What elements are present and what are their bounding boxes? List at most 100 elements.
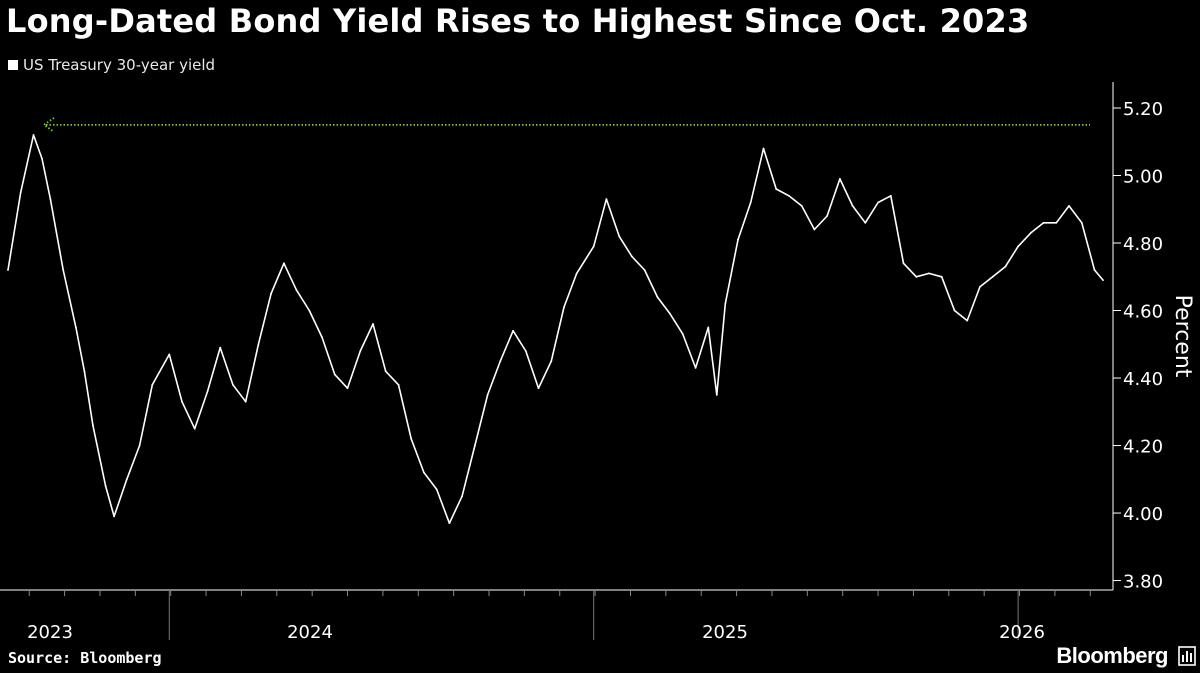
yield-point: [138, 444, 141, 447]
yield-point: [775, 188, 778, 190]
yield-point: [826, 215, 828, 217]
yield-point: [563, 306, 565, 308]
yield-point: [321, 336, 323, 339]
yield-point: [656, 296, 659, 298]
yield-point: [681, 333, 684, 335]
yield-point: [715, 394, 718, 396]
yield-point: [193, 427, 196, 430]
yield-point: [889, 194, 892, 197]
yield-point: [707, 326, 710, 329]
yield-point: [1093, 269, 1096, 271]
yield-point: [813, 228, 816, 231]
y-tick-label: 4.80: [1123, 234, 1163, 255]
yield-point: [113, 515, 115, 518]
yield-point: [864, 221, 867, 224]
yield-point: [592, 245, 595, 248]
yield-point: [125, 478, 128, 481]
yield-point: [104, 485, 107, 487]
yield-point: [486, 394, 489, 396]
yield-point: [724, 302, 727, 305]
x-tick-label: 2026: [999, 622, 1045, 643]
source-label: Source: Bloomberg: [8, 649, 162, 667]
yield-point: [232, 383, 234, 386]
yield-point: [219, 346, 222, 349]
yield-point: [537, 387, 540, 390]
yield-point: [295, 289, 298, 292]
yield-point: [333, 373, 336, 376]
yield-point: [966, 319, 969, 322]
yield-point: [1068, 205, 1070, 207]
yield-point: [423, 471, 425, 474]
yield-point: [461, 495, 463, 498]
yield-point: [737, 238, 739, 241]
y-tick-label: 3.80: [1123, 572, 1163, 593]
yield-point: [928, 272, 930, 275]
yield-point: [512, 329, 514, 332]
yield-point: [206, 390, 209, 393]
yield-point: [979, 286, 981, 288]
yield-point: [1042, 221, 1045, 224]
yield-point: [41, 157, 43, 160]
legend-label: US Treasury 30-year yield: [23, 56, 216, 74]
y-tick-label: 5.00: [1123, 166, 1163, 187]
bloomberg-mark-icon: [1178, 646, 1196, 666]
yield-point: [1004, 265, 1007, 268]
y-axis-title: Percent: [1170, 295, 1195, 378]
yield-point: [372, 323, 374, 325]
yield-point: [244, 400, 247, 403]
legend-swatch: [8, 60, 18, 70]
yield-point: [524, 350, 527, 352]
yield-point: [631, 255, 633, 258]
yield-point: [346, 387, 349, 390]
yield-point: [877, 201, 879, 204]
yield-point: [575, 272, 578, 275]
yield-point: [1102, 279, 1104, 281]
yield-point: [49, 198, 52, 201]
yield-point: [384, 370, 387, 373]
yield-point: [749, 201, 752, 204]
bloomberg-logo: Bloomberg: [1056, 643, 1168, 668]
yield-point: [788, 194, 790, 197]
yield-point: [397, 383, 400, 386]
yield-point: [168, 353, 171, 356]
yield-point: [940, 275, 943, 278]
yield-point: [308, 309, 311, 312]
yield-point: [643, 269, 646, 271]
x-tick-label: 2024: [287, 622, 333, 643]
yield-point: [75, 326, 77, 329]
yield-point: [32, 134, 35, 136]
yield-series-line: [7, 134, 1104, 524]
yield-point: [851, 205, 854, 207]
yield-point: [902, 262, 905, 265]
yield-point: [283, 262, 285, 265]
yield-point: [83, 370, 86, 373]
yield-point: [435, 488, 438, 491]
yield-point: [694, 367, 697, 369]
yield-point: [181, 400, 183, 403]
y-tick-label: 5.20: [1123, 99, 1163, 120]
yield-point: [1017, 245, 1019, 248]
yield-point: [991, 275, 994, 278]
yield-point: [257, 343, 260, 346]
yield-point: [618, 235, 621, 238]
yield-point: [1029, 232, 1032, 234]
yield-point: [605, 198, 608, 201]
yield-point: [800, 205, 803, 207]
yield-point: [410, 437, 413, 440]
yield-point: [499, 360, 502, 362]
yield-point: [474, 444, 476, 447]
reference-arrow-icon: [42, 117, 55, 133]
yield-point: [1080, 221, 1083, 224]
yield-point: [62, 269, 65, 271]
yield-point: [92, 424, 94, 427]
yield-point: [359, 350, 362, 352]
y-tick-label: 4.40: [1123, 369, 1163, 390]
yield-point: [19, 191, 22, 194]
yield-point: [151, 383, 154, 386]
yield-point: [1055, 221, 1058, 224]
yield-point: [839, 178, 841, 180]
x-tick-label: 2025: [702, 622, 748, 643]
x-tick-label: 2023: [27, 622, 73, 643]
yield-point: [915, 275, 918, 278]
y-tick-label: 4.60: [1123, 302, 1163, 323]
